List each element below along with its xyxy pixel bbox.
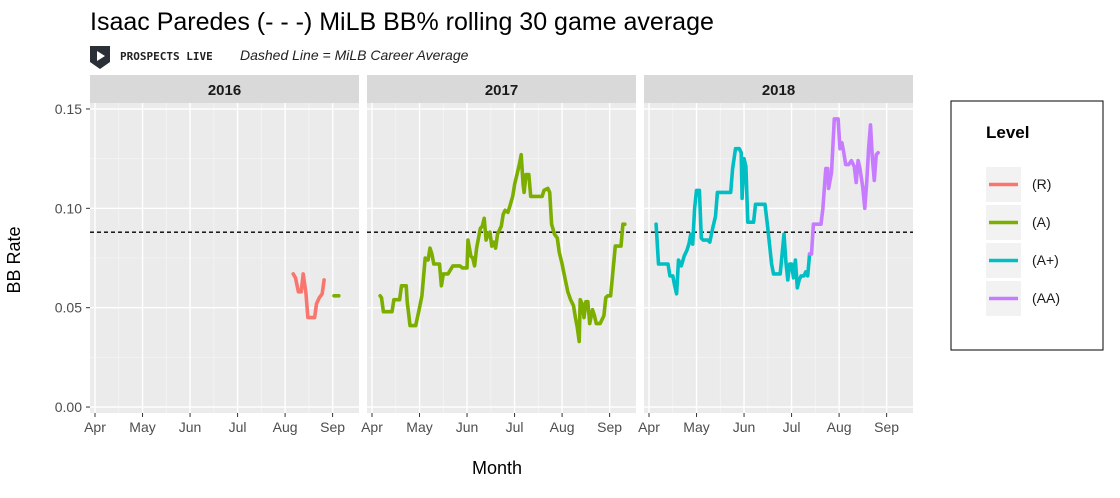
y-tick-label: 0.05 [55, 300, 82, 316]
x-tick-label: Jun [733, 419, 756, 435]
x-tick-label: Sep [874, 419, 899, 435]
chart-title: Isaac Paredes (- - -) MiLB BB% rolling 3… [90, 8, 714, 36]
facet-2016: 2016 Apr May Jun Jul Aug Sep [84, 75, 359, 435]
series-line-R [291, 272, 326, 320]
x-axis-title: Month [472, 458, 522, 478]
facet-2018: 2018 Apr May Jun Jul Aug Sep [638, 75, 913, 435]
x-tick-label: May [129, 419, 155, 435]
x-tick-label: Jun [456, 419, 479, 435]
logo-play-icon [97, 51, 105, 61]
facet-panels: 2016 Apr May Jun Jul Aug Sep 2017 Apr May Jun Jul Au… [84, 75, 913, 435]
x-tick-label: Apr [361, 419, 383, 435]
legend-title: Level [986, 123, 1029, 142]
facet-2017: 2017 Apr May Jun Jul Aug Sep [361, 75, 636, 435]
logo-text: PROSPECTS LIVE [120, 50, 213, 63]
facet-strip [90, 75, 359, 103]
legend-box [950, 100, 1104, 351]
x-tick-label: Apr [84, 419, 106, 435]
x-tick-label: Apr [638, 419, 660, 435]
facet-strip-label: 2016 [208, 82, 241, 99]
legend-items: (R) (A) (A+) (AA) [986, 167, 1060, 316]
legend-label: (A+) [1032, 252, 1059, 268]
legend-label: (A) [1032, 214, 1051, 230]
series-line-AA [807, 117, 880, 256]
x-tick-label: Jul [229, 419, 247, 435]
x-tick-label: Aug [550, 419, 575, 435]
x-tick-label: Aug [273, 419, 298, 435]
x-tick-label: May [406, 419, 432, 435]
legend-label: (R) [1032, 176, 1051, 192]
x-tick-label: Jul [783, 419, 801, 435]
facet-strip [367, 75, 636, 103]
x-tick-label: Aug [827, 419, 852, 435]
chart-subtitle: Dashed Line = MiLB Career Average [240, 47, 469, 63]
series-line-A+ [654, 146, 812, 296]
x-tick-label: Sep [597, 419, 622, 435]
y-tick-label: 0.00 [55, 399, 82, 415]
y-axis-title: BB Rate [4, 226, 24, 293]
prospects-live-logo: PROSPECTS LIVE [90, 46, 213, 69]
facet-strip-label: 2018 [762, 82, 795, 99]
y-axis: 0.00 0.05 0.10 0.15 [55, 101, 90, 415]
y-tick-label: 0.15 [55, 101, 82, 117]
facet-strip [644, 75, 913, 103]
x-tick-label: May [683, 419, 709, 435]
legend: Level (R) (A) (A+) (AA) [950, 100, 1104, 351]
facet-strip-label: 2017 [485, 82, 518, 99]
series-line-A [378, 152, 627, 344]
y-tick-label: 0.10 [55, 200, 82, 216]
legend-label: (AA) [1032, 290, 1060, 306]
x-tick-label: Jun [179, 419, 202, 435]
x-tick-label: Jul [506, 419, 524, 435]
x-tick-label: Sep [320, 419, 345, 435]
